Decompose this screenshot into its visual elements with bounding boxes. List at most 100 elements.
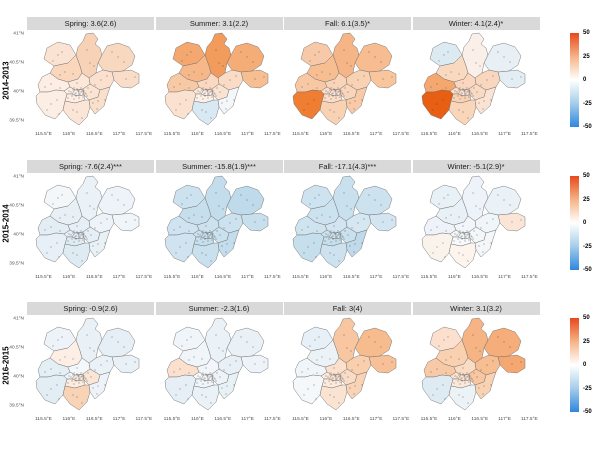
station-dot [336,378,338,380]
map-panel: Summer: -2.3(1.6) 115.5°E 116°E 116.5°E 117… [155,302,283,428]
station-dot [190,194,191,196]
district-miyun [226,185,264,216]
station-dot [216,87,217,89]
station-dot [179,368,180,370]
station-dot [520,361,521,363]
station-dot [354,385,356,387]
station-dot [469,90,470,92]
station-dot [330,383,332,385]
station-dot [226,100,227,102]
x-axis-labels: 115.5°E 116°E 116.5°E 117°E 117.5°E [413,130,540,141]
station-dot [208,236,209,238]
colorbar-tick-label: 0 [583,362,587,368]
y-tick-label: 40°N [13,374,24,380]
x-tick-label: 116.5°E [85,275,103,280]
station-dot [210,375,211,377]
station-dot [307,246,309,248]
x-tick-label: 117.5°E [135,132,153,137]
district-haidian [453,72,476,91]
station-dot [503,341,504,343]
station-dot [458,109,459,111]
station-dot [93,350,95,352]
station-dot [486,222,487,224]
station-dot [482,393,483,395]
x-tick-label: 115.5°E [292,275,309,280]
station-dot [83,375,85,377]
beijing-map [284,30,411,130]
station-dot [430,229,431,231]
station-dot [222,65,223,67]
station-dot [100,364,102,366]
station-dot [444,113,445,115]
station-dot [117,199,119,201]
station-dot [363,360,365,362]
facet-strip: Summer: -15.8(1.9)*** [155,160,283,173]
x-tick-label: 116°E [62,417,76,422]
station-dot [213,235,214,237]
station-dot [67,240,69,242]
station-dot [190,51,191,53]
station-dot [206,375,207,377]
district-miyun [97,42,136,73]
station-dot [70,91,72,93]
station-dot [380,61,382,63]
station-dot [316,372,318,374]
station-dot [106,360,108,362]
station-dot [337,234,339,236]
x-tick-label: 116°E [448,275,461,280]
station-dot [209,372,210,374]
x-tick-label: 117°E [369,132,383,137]
station-dot [93,65,95,67]
station-dot [58,256,60,258]
station-dot [211,96,212,98]
station-dot [483,100,484,102]
station-dot [117,341,119,343]
station-dot [81,233,83,235]
station-dot [462,367,463,369]
station-dot [333,231,335,233]
x-axis-labels: 115.5°E 116°E 116.5°E 117°E 117.5°E [156,415,283,426]
station-dot [347,376,349,378]
station-dot [111,336,113,338]
district-haidian [196,215,219,234]
station-dot [72,109,74,111]
station-dot [205,111,206,113]
station-dot [106,218,108,220]
station-dot [475,62,476,64]
station-dot [76,373,78,375]
station-dot [338,260,340,262]
station-dot [457,238,458,240]
station-dot [374,199,376,201]
station-dot [482,251,483,253]
station-dot [444,256,445,258]
station-dot [339,96,341,98]
facet-strip: Summer: 3.1(2.2) [155,17,283,30]
station-dot [349,387,351,389]
station-dot [462,373,463,375]
x-axis-labels: 115.5°E 116°E 116.5°E 117°E 117.5°E [27,130,154,141]
station-dot [225,393,226,395]
station-dot [188,74,189,76]
station-dot [84,377,86,379]
station-dot [461,377,462,379]
station-dot [213,377,214,379]
station-dot [196,382,197,384]
station-dot [492,218,493,220]
facet-strip: Spring: 3.6(2.6) [27,17,154,30]
station-dot [457,380,458,382]
station-dot [208,378,209,380]
x-tick-label: 116°E [319,132,333,137]
station-dot [342,93,344,95]
station-dot [466,230,467,232]
station-dot [329,216,331,218]
station-dot [72,252,74,254]
station-dot [341,92,343,94]
station-dot [71,238,73,240]
station-dot [445,217,446,219]
station-dot [497,336,498,338]
station-dot [332,238,334,240]
station-dot [509,346,510,348]
station-dot [335,240,337,242]
district-daxing [191,99,219,126]
station-dot [307,83,309,85]
